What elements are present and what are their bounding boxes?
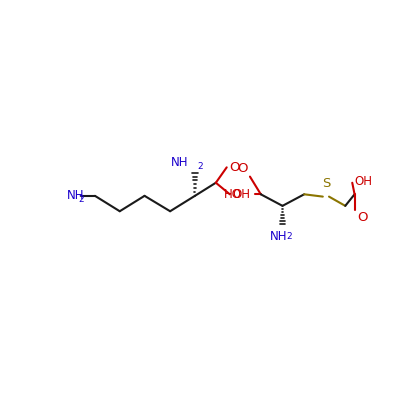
Text: S: S [322, 178, 330, 190]
Text: O: O [229, 161, 240, 174]
Text: NH: NH [67, 189, 84, 202]
Text: HO: HO [224, 188, 242, 201]
Text: NH: NH [270, 230, 287, 243]
Text: 2: 2 [286, 232, 292, 241]
Text: OH: OH [232, 188, 250, 201]
Text: O: O [357, 211, 368, 224]
Text: O: O [237, 162, 248, 175]
Text: OH: OH [354, 175, 372, 188]
Text: NH: NH [171, 156, 189, 169]
Text: 2: 2 [79, 195, 84, 204]
Text: 2: 2 [197, 162, 203, 171]
